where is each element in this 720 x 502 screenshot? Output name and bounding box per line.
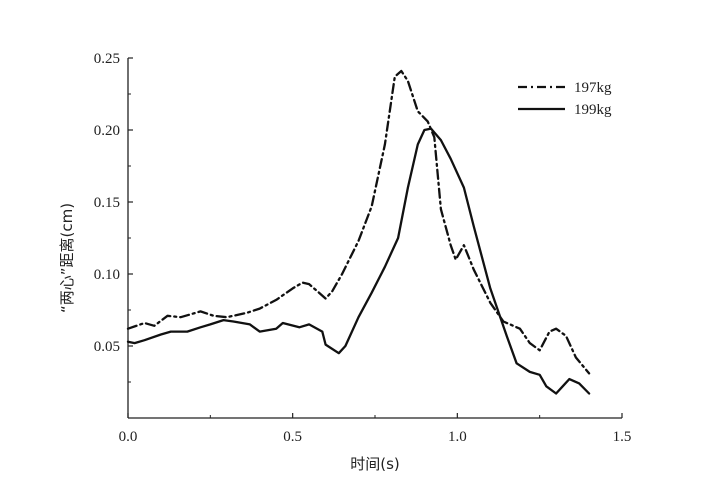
legend: 197kg 199kg xyxy=(518,80,612,118)
series-line-199kg xyxy=(126,127,591,395)
axes: 0.0 0.5 1.0 1.5 0.05 0.10 0.15 0.20 0.25 xyxy=(94,51,632,445)
y-axis-label: “两心”距离(cm) xyxy=(58,203,76,313)
y-tick-label: 0.10 xyxy=(94,267,120,283)
series-line-197kg xyxy=(126,69,591,375)
x-tick-label: 0.5 xyxy=(283,429,302,445)
series-layer xyxy=(126,69,591,395)
x-tick-label: 1.0 xyxy=(448,429,467,445)
y-tick-label: 0.20 xyxy=(94,123,120,139)
legend-label-197kg: 197kg xyxy=(574,80,612,96)
legend-label-199kg: 199kg xyxy=(574,102,612,118)
x-axis-label: 时间(s) xyxy=(350,455,400,473)
y-tick-label: 0.05 xyxy=(94,339,120,355)
x-tick-label: 0.0 xyxy=(119,429,138,445)
y-tick-label: 0.25 xyxy=(94,51,120,67)
y-tick-label: 0.15 xyxy=(94,195,120,211)
x-tick-label: 1.5 xyxy=(613,429,632,445)
